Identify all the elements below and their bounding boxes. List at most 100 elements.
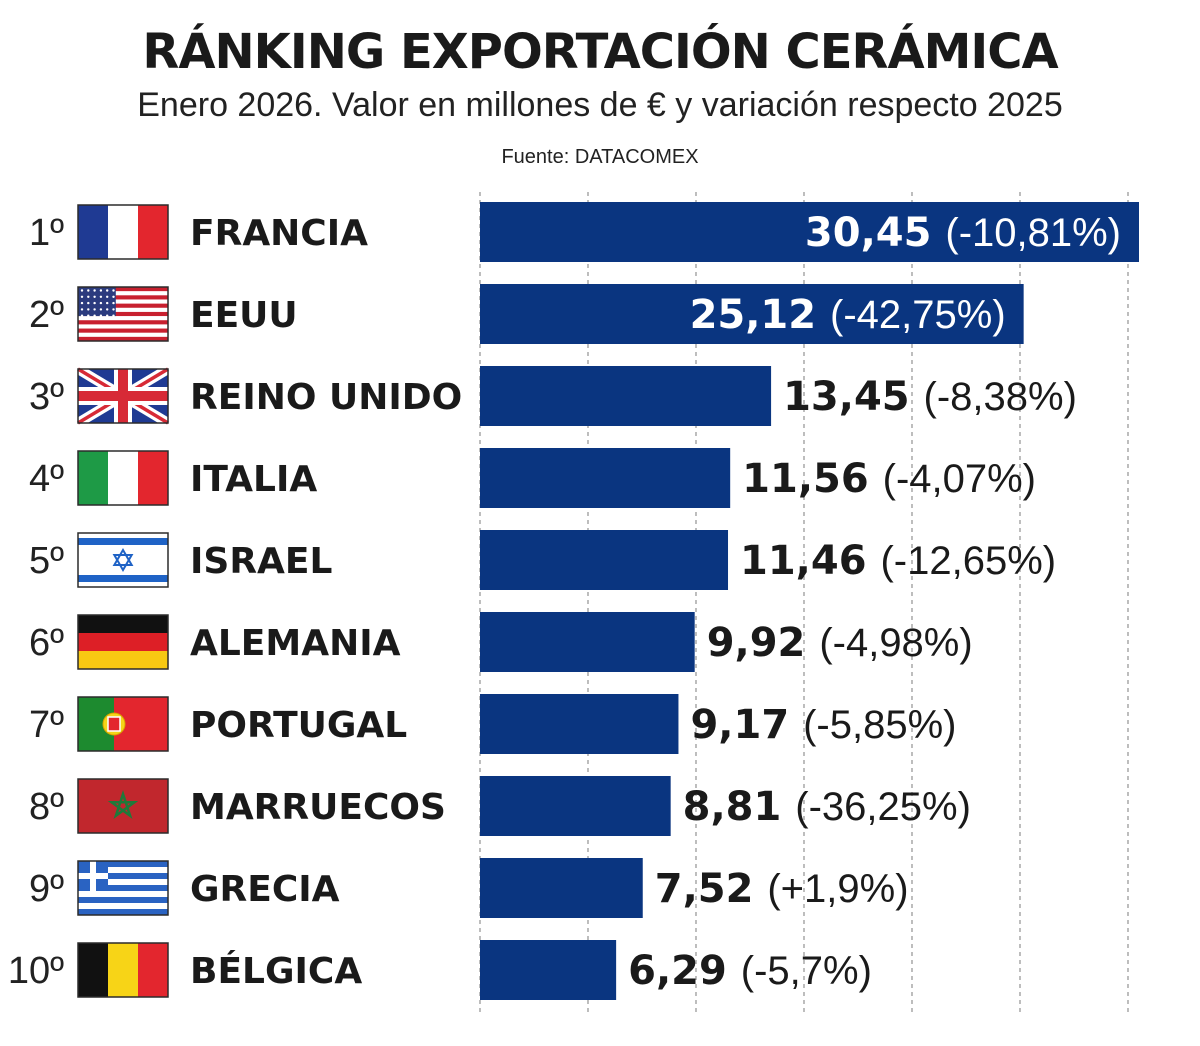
change-label: (-8,38%) bbox=[924, 375, 1077, 419]
star-of-david bbox=[112, 554, 134, 572]
value-label: 25,12 bbox=[690, 292, 830, 338]
rank-label: 8º bbox=[29, 786, 64, 828]
bar bbox=[480, 448, 731, 508]
flag-part bbox=[78, 307, 168, 313]
shield bbox=[107, 716, 121, 732]
change-label: (-4,07%) bbox=[883, 457, 1036, 501]
bar bbox=[480, 530, 729, 590]
country-label: ISRAEL bbox=[190, 541, 332, 582]
change-label: (-4,98%) bbox=[819, 621, 972, 665]
bar-row-2: 2º EEUU 25,12 (-42,75%) bbox=[29, 284, 1024, 344]
star bbox=[112, 314, 115, 317]
star bbox=[87, 301, 90, 305]
flag-border bbox=[77, 204, 169, 260]
stripe bbox=[78, 575, 168, 582]
change-label: (-5,85%) bbox=[803, 703, 956, 747]
flag-part bbox=[78, 295, 168, 300]
bar bbox=[480, 694, 679, 754]
country-label: ALEMANIA bbox=[190, 623, 401, 664]
star-of-david bbox=[112, 548, 134, 566]
country-label: FRANCIA bbox=[190, 213, 368, 254]
flag-part bbox=[78, 291, 168, 296]
bar bbox=[480, 776, 671, 836]
star bbox=[93, 308, 96, 311]
value-label: 8,81 bbox=[683, 784, 796, 830]
star bbox=[80, 308, 84, 311]
flag-border bbox=[77, 532, 169, 588]
star bbox=[106, 301, 109, 305]
star bbox=[80, 301, 84, 305]
flag-part bbox=[108, 451, 138, 505]
flag-part bbox=[78, 779, 168, 833]
flag-part bbox=[108, 943, 138, 997]
usa-flag bbox=[77, 286, 169, 342]
flag-part bbox=[78, 451, 108, 505]
value-label: 13,45 bbox=[783, 374, 923, 420]
change-label: (-5,7%) bbox=[741, 949, 872, 993]
belgium-flag bbox=[77, 942, 169, 998]
data-label: 8,81 (-36,25%) bbox=[683, 784, 971, 830]
data-label: 9,17 (-5,85%) bbox=[690, 702, 956, 748]
star bbox=[80, 314, 84, 317]
flag-border bbox=[77, 778, 169, 834]
data-label: 11,46 (-12,65%) bbox=[740, 538, 1056, 584]
flag-part bbox=[78, 336, 168, 342]
rank-label: 2º bbox=[29, 294, 64, 336]
country-label: GRECIA bbox=[190, 869, 340, 910]
flag-part bbox=[78, 332, 168, 338]
flag-part bbox=[78, 299, 168, 304]
flag-part bbox=[138, 943, 168, 997]
value-label: 11,56 bbox=[742, 456, 882, 502]
flag-border bbox=[77, 860, 169, 916]
uk-flag bbox=[75, 364, 171, 428]
flag-part bbox=[78, 316, 168, 321]
france-flag bbox=[77, 204, 169, 260]
star bbox=[87, 289, 90, 292]
flag-part bbox=[108, 205, 138, 259]
bar-row-4: 4º ITALIA 11,56 (-4,07%) bbox=[29, 448, 1036, 508]
value-label: 9,92 bbox=[707, 620, 820, 666]
star bbox=[93, 295, 96, 298]
bar-row-1: 1º FRANCIA 30,45 (-10,81%) bbox=[29, 202, 1139, 262]
value-label: 7,52 bbox=[655, 866, 768, 912]
canton bbox=[78, 287, 116, 317]
flag-part bbox=[78, 909, 168, 916]
data-label: 7,52 (+1,9%) bbox=[655, 866, 909, 912]
bar-row-10: 10º BÉLGICA 6,29 (-5,7%) bbox=[8, 940, 872, 1000]
star bbox=[112, 295, 115, 298]
star bbox=[99, 314, 103, 317]
star bbox=[87, 314, 90, 317]
change-label: (-12,65%) bbox=[880, 539, 1056, 583]
flag-part bbox=[78, 861, 168, 868]
star bbox=[93, 314, 96, 317]
flag-part bbox=[78, 328, 168, 333]
star bbox=[99, 289, 103, 292]
flag-part bbox=[78, 885, 168, 892]
flag-part bbox=[78, 891, 168, 898]
data-label: 9,92 (-4,98%) bbox=[707, 620, 973, 666]
rank-label: 9º bbox=[29, 868, 64, 910]
morocco-flag bbox=[77, 778, 169, 834]
bar-row-8: 8º MARRUECOS 8,81 (-36,25%) bbox=[29, 776, 971, 836]
bar bbox=[480, 284, 1024, 344]
bar bbox=[480, 202, 1139, 262]
change-label: (+1,9%) bbox=[767, 867, 908, 911]
germany-flag bbox=[77, 614, 169, 670]
star bbox=[93, 301, 96, 305]
star bbox=[112, 308, 115, 311]
flag-part bbox=[78, 320, 168, 325]
star bbox=[99, 295, 103, 298]
flag-part bbox=[78, 897, 168, 904]
star bbox=[112, 289, 115, 292]
data-label: 30,45 (-10,81%) bbox=[805, 210, 1121, 256]
flag-part bbox=[78, 303, 168, 309]
rank-label: 4º bbox=[29, 458, 64, 500]
value-label: 6,29 bbox=[628, 948, 741, 994]
star bbox=[106, 289, 109, 292]
italy-flag bbox=[77, 450, 169, 506]
flag-part bbox=[78, 903, 168, 910]
bar-row-7: 7º PORTUGAL 9,17 (-5,85%) bbox=[29, 694, 956, 754]
chart-title: RÁNKING EXPORTACIÓN CERÁMICA bbox=[142, 24, 1058, 80]
flag-part bbox=[78, 633, 168, 651]
change-label: (-10,81%) bbox=[945, 211, 1121, 255]
